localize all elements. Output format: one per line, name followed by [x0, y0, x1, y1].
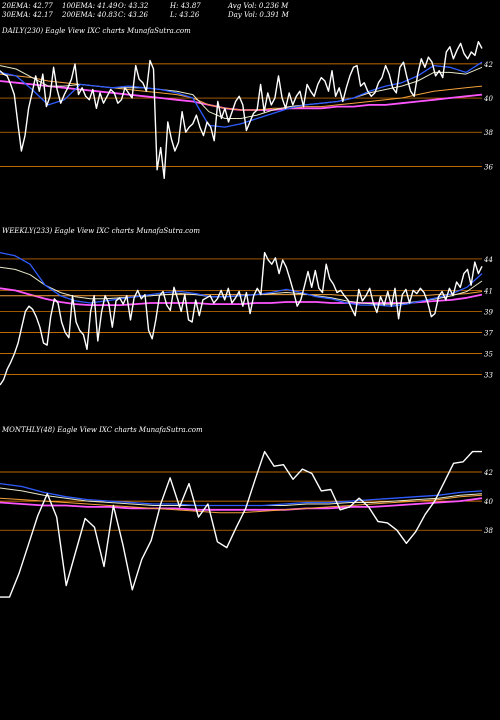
- stat-low: L: 43.26: [170, 11, 200, 19]
- stat-ema30: 30EMA: 42.17: [2, 11, 53, 19]
- monthly-y-tick-label: 40: [483, 498, 493, 506]
- daily-chart-title: DAILY(230) Eagle View IXC charts MunafaS…: [1, 27, 191, 35]
- stat-high: H: 43.87: [170, 2, 201, 10]
- monthly-y-tick-label: 38: [484, 527, 493, 535]
- daily-y-tick-label: 38: [484, 129, 493, 137]
- daily-chart-panel: DAILY(230) Eagle View IXC charts MunafaS…: [0, 27, 493, 180]
- weekly-y-tick-label: 44: [483, 256, 493, 264]
- monthly-chart-panel: MONTHLY(48) Eagle View IXC charts Munafa…: [0, 426, 493, 598]
- stats-header: 20EMA: 42.77 100EMA: 41.49 O: 43.32 H: 4…: [0, 0, 500, 20]
- daily-y-tick-label: 36: [484, 163, 493, 171]
- weekly-y-tick-label: 41: [483, 287, 493, 295]
- monthly-ema100-line: [0, 494, 483, 514]
- weekly-y-tick-label: 35: [484, 350, 493, 358]
- stat-day-vol: Day Vol: 0.391 M: [228, 11, 289, 19]
- monthly-y-tick-label: 42: [483, 469, 493, 477]
- weekly-chart-title: WEEKLY(233) Eagle View IXC charts Munafa…: [2, 227, 200, 235]
- monthly-chart-title: MONTHLY(48) Eagle View IXC charts Munafa…: [1, 426, 203, 434]
- daily-y-tick-label: 40: [483, 95, 493, 103]
- monthly-price-line: [0, 450, 482, 598]
- stat-avg-vol: Avg Vol: 0.236 M: [228, 2, 289, 10]
- stat-close: C: 43.26: [118, 11, 148, 19]
- stat-ema200: 200EMA: 40.83: [62, 11, 118, 19]
- weekly-y-tick-label: 37: [484, 329, 493, 337]
- monthly-ema200-line: [0, 497, 483, 511]
- weekly-chart-panel: WEEKLY(233) Eagle View IXC charts Munafa…: [0, 227, 493, 386]
- stat-open: O: 43.32: [118, 2, 149, 10]
- stat-ema20: 20EMA: 42.77: [2, 2, 53, 10]
- daily-ema20-line: [0, 61, 483, 128]
- weekly-y-tick-label: 33: [484, 371, 493, 379]
- weekly-y-tick-label: 39: [484, 308, 493, 316]
- stat-ema100: 100EMA: 41.49: [62, 2, 118, 10]
- daily-price-line: [0, 41, 483, 180]
- daily-y-tick-label: 42: [483, 61, 493, 69]
- weekly-price-line: [0, 251, 483, 386]
- monthly-ema20-line: [0, 482, 483, 507]
- weekly-ema20-line: [0, 251, 483, 307]
